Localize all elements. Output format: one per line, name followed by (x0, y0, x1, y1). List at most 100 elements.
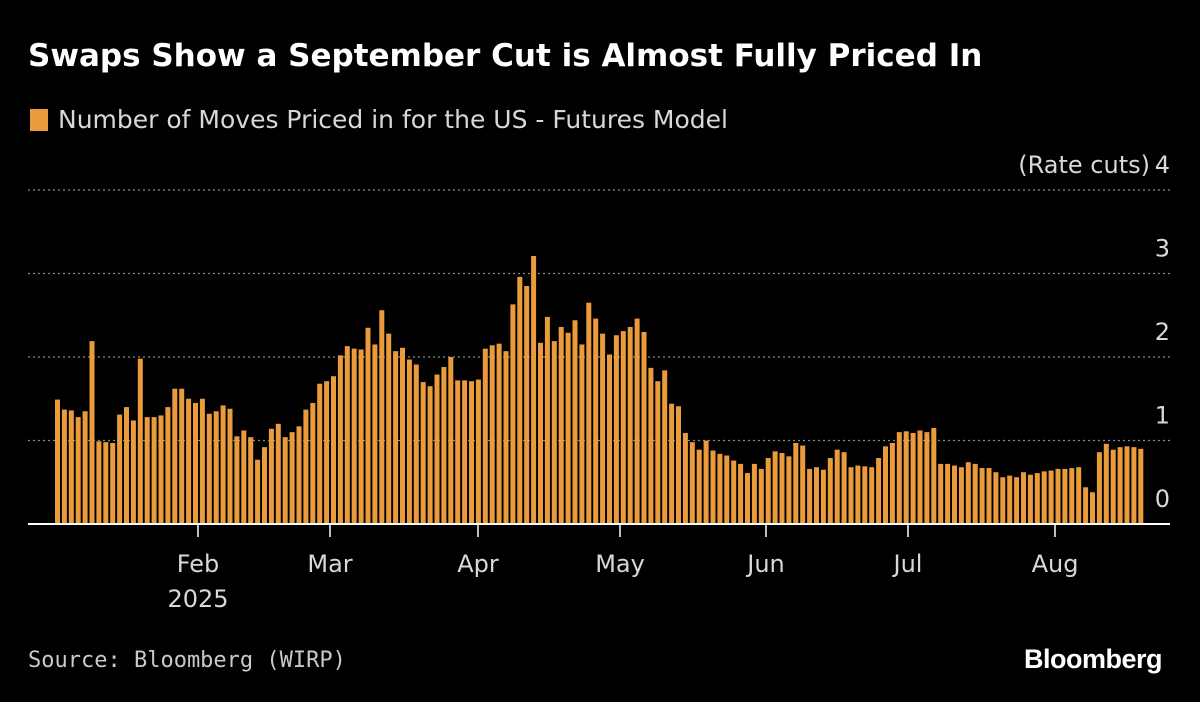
bar (151, 417, 157, 524)
x-tick-label: Aug (1032, 550, 1079, 578)
bar (807, 468, 813, 524)
bar (731, 460, 737, 524)
bar (199, 398, 205, 524)
bar (862, 466, 868, 524)
bar (1076, 467, 1082, 524)
bar (772, 451, 778, 524)
bar (820, 469, 826, 524)
bar (876, 458, 882, 524)
bar (655, 381, 661, 524)
bar (337, 355, 343, 524)
bar (696, 449, 702, 524)
bar (96, 441, 102, 524)
bar (344, 346, 350, 524)
bar (586, 302, 592, 525)
bar (206, 413, 212, 524)
bar (565, 332, 571, 524)
bar (434, 374, 440, 524)
bar (475, 379, 481, 524)
bar (634, 318, 640, 524)
bar (75, 417, 81, 524)
bar (213, 411, 219, 524)
y-tick-label: 4 (1155, 151, 1170, 179)
bar (945, 463, 951, 524)
bar (793, 443, 799, 524)
bar (331, 376, 336, 524)
bar (524, 286, 530, 524)
bar (262, 447, 267, 524)
bar (648, 367, 654, 525)
bar (751, 463, 757, 524)
bar (544, 316, 550, 524)
bar (917, 430, 923, 524)
bar (393, 351, 399, 524)
bars (55, 255, 1144, 525)
bar (1007, 475, 1013, 524)
bar (82, 411, 88, 524)
bar (234, 436, 240, 524)
bar (883, 446, 888, 525)
bar (268, 428, 274, 524)
x-tick-label: Jun (745, 550, 785, 578)
bar (827, 458, 833, 524)
bar (662, 370, 668, 524)
y-tick-label: 2 (1155, 318, 1170, 346)
bar (489, 345, 495, 524)
bar (1117, 447, 1123, 524)
bar (745, 473, 750, 524)
bar (1027, 474, 1033, 525)
bar (910, 432, 916, 525)
y-axis-label: (Rate cuts) (1018, 151, 1150, 179)
bar (1021, 472, 1026, 524)
bar (641, 331, 647, 524)
bar (924, 432, 930, 524)
bar (158, 415, 164, 524)
bar (903, 431, 909, 524)
bar (538, 342, 543, 524)
bar (55, 399, 60, 524)
bar (738, 463, 744, 524)
y-tick-label: 3 (1155, 235, 1170, 263)
bar (130, 420, 136, 524)
y-tick-label: 0 (1155, 485, 1170, 513)
bar (613, 335, 619, 524)
bar (193, 402, 198, 525)
bar (413, 364, 419, 524)
bar (710, 450, 716, 524)
bar (1000, 477, 1006, 524)
bar (1034, 473, 1040, 524)
bar (496, 343, 502, 524)
bar (248, 437, 254, 524)
bar (1110, 449, 1116, 524)
bar (972, 463, 978, 524)
bar (765, 458, 771, 524)
bar (572, 320, 578, 524)
bar (958, 467, 964, 524)
bar (703, 440, 709, 524)
bar (848, 467, 854, 524)
legend-label: Number of Moves Priced in for the US - F… (58, 105, 728, 134)
bar (786, 456, 792, 525)
bar (558, 326, 564, 524)
bar (889, 443, 895, 524)
bar (165, 407, 171, 524)
bar (938, 463, 944, 524)
bar (448, 357, 454, 524)
bar (979, 468, 985, 525)
bloomberg-logo: Bloomberg (1023, 644, 1163, 674)
x-tick-label: Mar (307, 550, 352, 578)
bar (1090, 492, 1095, 524)
bar (179, 388, 185, 524)
bar (89, 341, 95, 524)
bar (986, 468, 992, 525)
bar (255, 459, 261, 524)
bar (593, 318, 599, 524)
bar (420, 382, 426, 524)
bar (814, 467, 819, 524)
bar (931, 427, 937, 524)
bar (531, 255, 537, 524)
x-tick-label: Jul (892, 550, 923, 578)
y-tick-label: 1 (1155, 402, 1170, 430)
bar (482, 348, 488, 524)
